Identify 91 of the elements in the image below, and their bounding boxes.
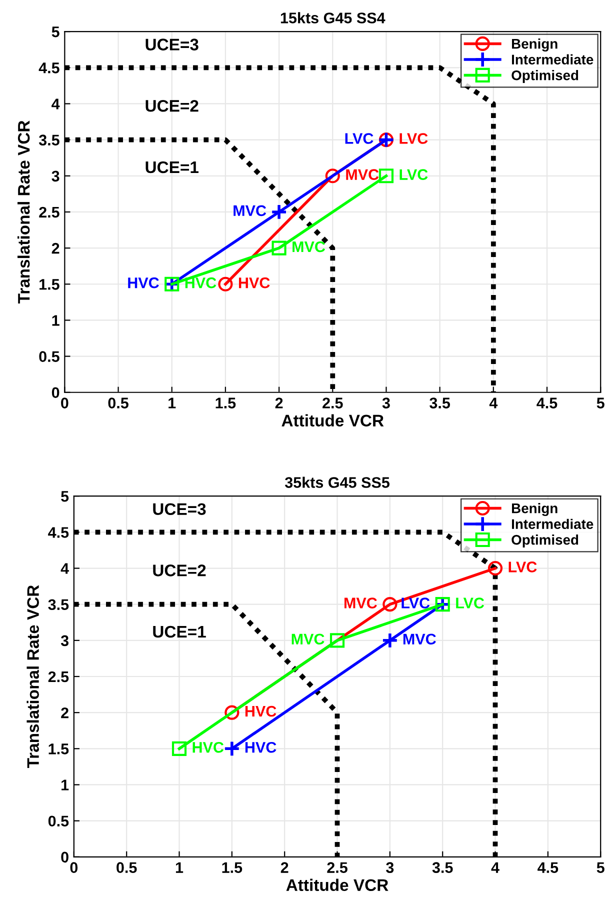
- y-tick-label: 1.5: [40, 279, 60, 290]
- x-tick-label: 1: [168, 398, 176, 408]
- y-tick-label: 1: [62, 780, 69, 790]
- data-label: MVC: [292, 241, 326, 252]
- legend-label: Benign: [512, 503, 558, 516]
- x-tick-label: 1: [176, 862, 184, 873]
- data-label: MVC: [403, 634, 436, 645]
- x-tick-label: 5: [596, 398, 604, 408]
- x-tick-label: 4: [491, 862, 500, 873]
- data-label: LVC: [400, 169, 428, 180]
- data-label: HVC: [192, 742, 224, 753]
- point: [378, 168, 394, 184]
- data-label: HVC: [245, 742, 276, 753]
- y-tick-label: 4.5: [38, 62, 60, 74]
- x-tick-label: 3.5: [430, 398, 450, 408]
- x-tick-label: 2.5: [322, 398, 343, 408]
- chart-title: 35kts G45 SS5: [284, 476, 390, 488]
- y-tick-label: 0: [61, 852, 68, 863]
- x-tick-label: 4: [489, 398, 498, 408]
- y-tick-label: 3: [60, 635, 69, 646]
- point: [382, 632, 398, 649]
- x-tick-label: 2.5: [327, 862, 348, 873]
- data-label: LVC: [456, 598, 484, 608]
- data-label: MVC: [234, 205, 266, 216]
- y-axis-title: Translational Rate VCR: [17, 120, 30, 304]
- annotation: UCE=2: [146, 100, 198, 112]
- annotation: UCE=3: [153, 503, 206, 516]
- point: [272, 240, 286, 256]
- y-tick-label: 1.5: [48, 744, 69, 754]
- point: [224, 740, 240, 757]
- data-label: MVC: [344, 598, 378, 608]
- data-label: MVC: [346, 169, 379, 180]
- point: [218, 276, 233, 292]
- x-tick-label: 3: [382, 398, 390, 408]
- y-axis-title: Translational Rate VCR: [26, 585, 39, 768]
- x-tick-label: 5: [596, 862, 604, 873]
- y-tick-label: 0: [52, 387, 60, 398]
- x-tick-label: 1.5: [222, 862, 242, 873]
- point: [330, 633, 345, 648]
- data-label: HVC: [245, 706, 276, 717]
- y-tick-label: 1: [52, 315, 60, 326]
- legend-label: Benign: [512, 38, 558, 52]
- x-tick-label: 4.5: [536, 398, 558, 408]
- y-tick-label: 3.5: [38, 134, 60, 146]
- x-tick-label: 3.5: [432, 862, 453, 874]
- annotation: UCE=1: [146, 161, 198, 174]
- data-label: LVC: [508, 562, 537, 572]
- y-tick-label: 0.5: [48, 816, 69, 827]
- y-tick-label: 4: [52, 98, 60, 110]
- data-label: HVC: [128, 277, 159, 288]
- x-tick-label: 4.5: [538, 862, 558, 873]
- x-tick-label: 0: [70, 862, 78, 873]
- data-label: HVC: [238, 277, 270, 288]
- legend-label: Optimised: [512, 70, 578, 83]
- annotation: UCE=1: [153, 626, 206, 638]
- annotation: UCE=2: [153, 564, 206, 576]
- legend-label: Intermediate: [512, 518, 594, 530]
- y-tick-label: 5: [52, 26, 60, 38]
- x-tick-label: 2: [275, 398, 283, 408]
- y-tick-label: 4.5: [48, 527, 69, 538]
- point: [270, 204, 288, 220]
- point: [224, 705, 240, 720]
- data-label: LVC: [345, 133, 374, 144]
- data-label: HVC: [185, 277, 216, 288]
- data-label: MVC: [292, 634, 324, 645]
- data-label: LVC: [402, 598, 430, 608]
- y-tick-label: 4: [60, 563, 69, 574]
- x-tick-label: 0.5: [108, 398, 128, 408]
- x-axis-title: Attitude VCR: [282, 414, 384, 426]
- y-tick-label: 0.5: [39, 351, 60, 362]
- x-tick-label: 1.5: [216, 398, 236, 408]
- x-tick-label: 0.5: [116, 862, 137, 873]
- x-tick-label: 2: [280, 862, 288, 873]
- data-label: LVC: [400, 133, 428, 144]
- y-tick-label: 2: [61, 707, 68, 718]
- y-tick-label: 2.5: [48, 671, 69, 682]
- annotation: UCE=3: [146, 38, 198, 50]
- point: [488, 560, 503, 576]
- y-tick-label: 2.5: [39, 206, 60, 218]
- point: [382, 597, 398, 612]
- point: [325, 168, 340, 184]
- chart-title: 15kts G45 SS4: [280, 12, 386, 24]
- y-tick-label: 3.5: [48, 599, 69, 610]
- x-tick-label: 3: [386, 862, 394, 874]
- legend-label: Intermediate: [512, 54, 594, 64]
- point: [172, 741, 187, 756]
- y-tick-label: 2: [52, 242, 60, 254]
- y-tick-label: 5: [61, 491, 69, 502]
- legend-label: Optimised: [512, 534, 578, 548]
- x-axis-title: Attitude VCR: [286, 878, 388, 892]
- y-tick-label: 3: [52, 170, 60, 182]
